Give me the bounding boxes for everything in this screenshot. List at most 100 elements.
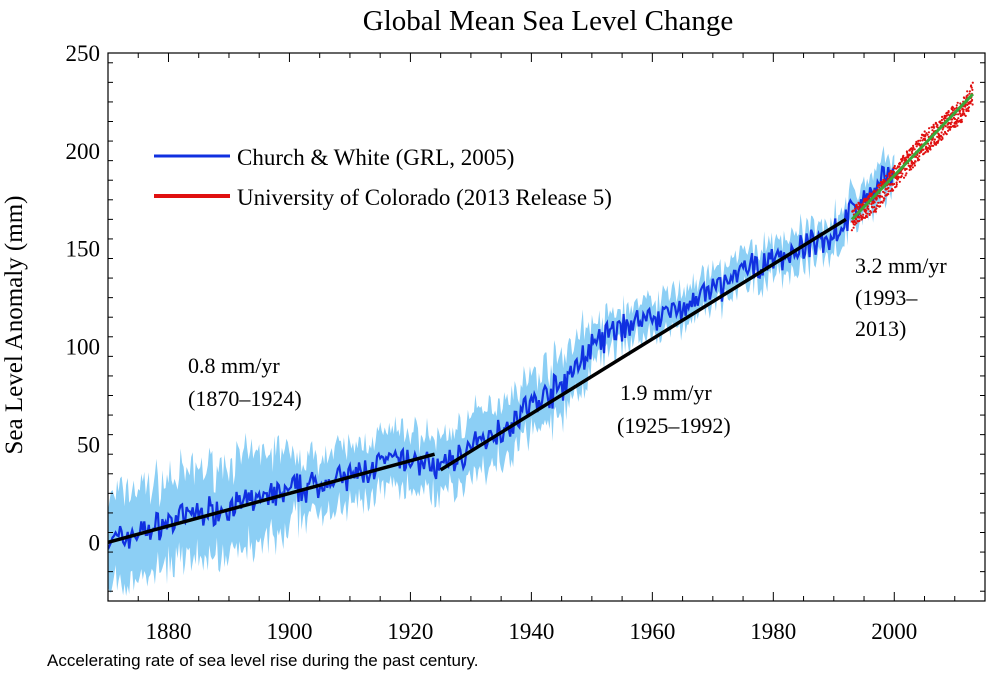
colorado-data-point: [887, 190, 890, 193]
colorado-data-point: [905, 156, 908, 159]
colorado-data-point: [854, 207, 857, 210]
colorado-data-point: [878, 186, 881, 189]
colorado-data-point: [932, 126, 936, 129]
colorado-data-point: [967, 106, 971, 109]
colorado-data-point: [960, 118, 963, 121]
colorado-data-point: [895, 185, 898, 188]
colorado-data-point: [911, 163, 914, 166]
colorado-fit-line: [850, 93, 974, 221]
colorado-data-point: [918, 152, 921, 155]
colorado-data-point: [957, 117, 960, 120]
colorado-data-point: [881, 201, 884, 204]
colorado-data-point: [919, 139, 922, 142]
colorado-data-point: [922, 148, 925, 151]
colorado-data-point: [853, 223, 856, 226]
colorado-data-point: [970, 86, 973, 89]
colorado-data-point: [904, 174, 907, 177]
y-tick-label: 0: [89, 530, 101, 555]
colorado-data-point: [915, 145, 918, 148]
colorado-data-point: [914, 155, 918, 158]
colorado-data-point: [853, 209, 856, 212]
trend-line-1870-1924: [108, 452, 436, 544]
colorado-data-point: [968, 92, 971, 95]
x-tick-label: 1880: [145, 619, 191, 644]
x-tick-label: 1900: [266, 619, 312, 644]
colorado-data-point: [940, 122, 943, 125]
colorado-data-point: [862, 213, 865, 216]
colorado-data-point: [945, 133, 948, 136]
colorado-data-point: [892, 170, 896, 173]
colorado-data-point: [897, 176, 901, 179]
legend-label-colorado: University of Colorado (2013 Release 5): [237, 185, 612, 210]
colorado-data-point: [887, 193, 890, 196]
church-white-series-line: [108, 165, 895, 550]
colorado-data-point: [883, 197, 886, 200]
x-tick-label: 1940: [508, 619, 554, 644]
colorado-data-point: [910, 168, 913, 171]
colorado-data-point: [855, 218, 858, 221]
colorado-data-point: [879, 205, 882, 208]
colorado-data-point: [928, 127, 931, 130]
colorado-data-point: [865, 215, 869, 219]
plot-area: [108, 81, 974, 597]
colorado-data-point: [957, 113, 960, 116]
colorado-data-point: [893, 182, 896, 186]
colorado-data-point: [864, 211, 867, 214]
colorado-data-point: [925, 132, 928, 135]
colorado-data-point: [949, 128, 952, 131]
colorado-data-point: [902, 176, 906, 179]
colorado-data-point: [858, 205, 861, 208]
colorado-data-point: [932, 123, 935, 126]
colorado-data-point: [875, 207, 878, 210]
colorado-data-point: [951, 118, 954, 121]
colorado-data-point: [955, 122, 958, 125]
period-label-1993-2013-start: (1993–: [855, 285, 918, 310]
colorado-data-point: [895, 181, 898, 184]
colorado-data-point: [858, 216, 861, 219]
colorado-data-point: [884, 180, 887, 183]
x-tick-label: 1920: [387, 619, 433, 644]
rate-label-1993-2013: 3.2 mm/yr: [855, 253, 947, 278]
colorado-data-point: [950, 121, 953, 124]
sea-level-chart: Global Mean Sea Level Change Sea Level A…: [1, 5, 986, 644]
y-tick-label: 100: [66, 335, 101, 360]
colorado-data-point: [967, 109, 970, 113]
rate-label-1870-1924: 0.8 mm/yr: [188, 353, 280, 378]
colorado-data-point: [911, 166, 915, 169]
colorado-data-point: [932, 144, 935, 147]
colorado-data-point: [963, 96, 966, 100]
colorado-data-point: [949, 123, 952, 126]
colorado-data-point: [935, 143, 938, 146]
colorado-data-point: [850, 229, 854, 232]
period-label-1925-1992: (1925–1992): [617, 413, 731, 438]
colorado-data-point: [866, 205, 870, 208]
colorado-data-point: [962, 108, 965, 111]
colorado-data-point: [913, 162, 916, 165]
colorado-data-point: [969, 102, 972, 105]
colorado-data-point: [858, 219, 861, 222]
colorado-data-point: [901, 158, 904, 161]
colorado-data-point: [912, 144, 915, 147]
x-tick-label: 1980: [750, 619, 796, 644]
colorado-data-point: [912, 146, 915, 149]
colorado-data-point: [937, 139, 940, 142]
colorado-data-point: [870, 211, 873, 214]
colorado-data-point: [914, 160, 917, 163]
colorado-data-point: [931, 138, 934, 141]
colorado-data-point: [964, 105, 967, 108]
colorado-data-point: [909, 165, 913, 168]
colorado-data-point: [929, 145, 932, 148]
colorado-data-point: [863, 197, 866, 200]
colorado-data-point: [966, 94, 969, 97]
colorado-data-point: [953, 107, 956, 110]
colorado-data-point: [929, 148, 932, 151]
rate-label-1925-1992: 1.9 mm/yr: [620, 380, 712, 405]
colorado-data-point: [900, 175, 903, 178]
colorado-data-point: [899, 163, 902, 166]
colorado-data-point: [949, 126, 953, 129]
y-tick-label: 50: [77, 432, 100, 457]
colorado-data-point: [962, 110, 965, 113]
colorado-data-point: [923, 130, 926, 133]
colorado-data-point: [924, 138, 927, 142]
colorado-data-point: [939, 134, 943, 137]
